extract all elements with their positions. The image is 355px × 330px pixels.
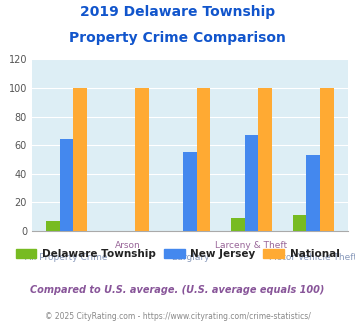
Bar xyxy=(245,135,258,231)
Bar xyxy=(258,88,272,231)
Text: © 2025 CityRating.com - https://www.cityrating.com/crime-statistics/: © 2025 CityRating.com - https://www.city… xyxy=(45,312,310,321)
Text: All Property Crime: All Property Crime xyxy=(26,253,108,262)
Bar xyxy=(231,218,245,231)
Text: Burglary: Burglary xyxy=(171,253,209,262)
Text: Arson: Arson xyxy=(115,241,141,250)
Bar xyxy=(73,88,87,231)
Bar xyxy=(197,88,210,231)
Text: Property Crime Comparison: Property Crime Comparison xyxy=(69,31,286,45)
Bar xyxy=(46,221,60,231)
Bar xyxy=(183,152,197,231)
Text: Motor Vehicle Theft: Motor Vehicle Theft xyxy=(269,253,355,262)
Text: 2019 Delaware Township: 2019 Delaware Township xyxy=(80,5,275,19)
Bar xyxy=(320,88,334,231)
Bar xyxy=(293,215,306,231)
Bar xyxy=(60,140,73,231)
Bar xyxy=(306,155,320,231)
Text: Compared to U.S. average. (U.S. average equals 100): Compared to U.S. average. (U.S. average … xyxy=(30,285,325,295)
Bar xyxy=(135,88,149,231)
Legend: Delaware Township, New Jersey, National: Delaware Township, New Jersey, National xyxy=(11,245,344,263)
Text: Larceny & Theft: Larceny & Theft xyxy=(215,241,288,250)
